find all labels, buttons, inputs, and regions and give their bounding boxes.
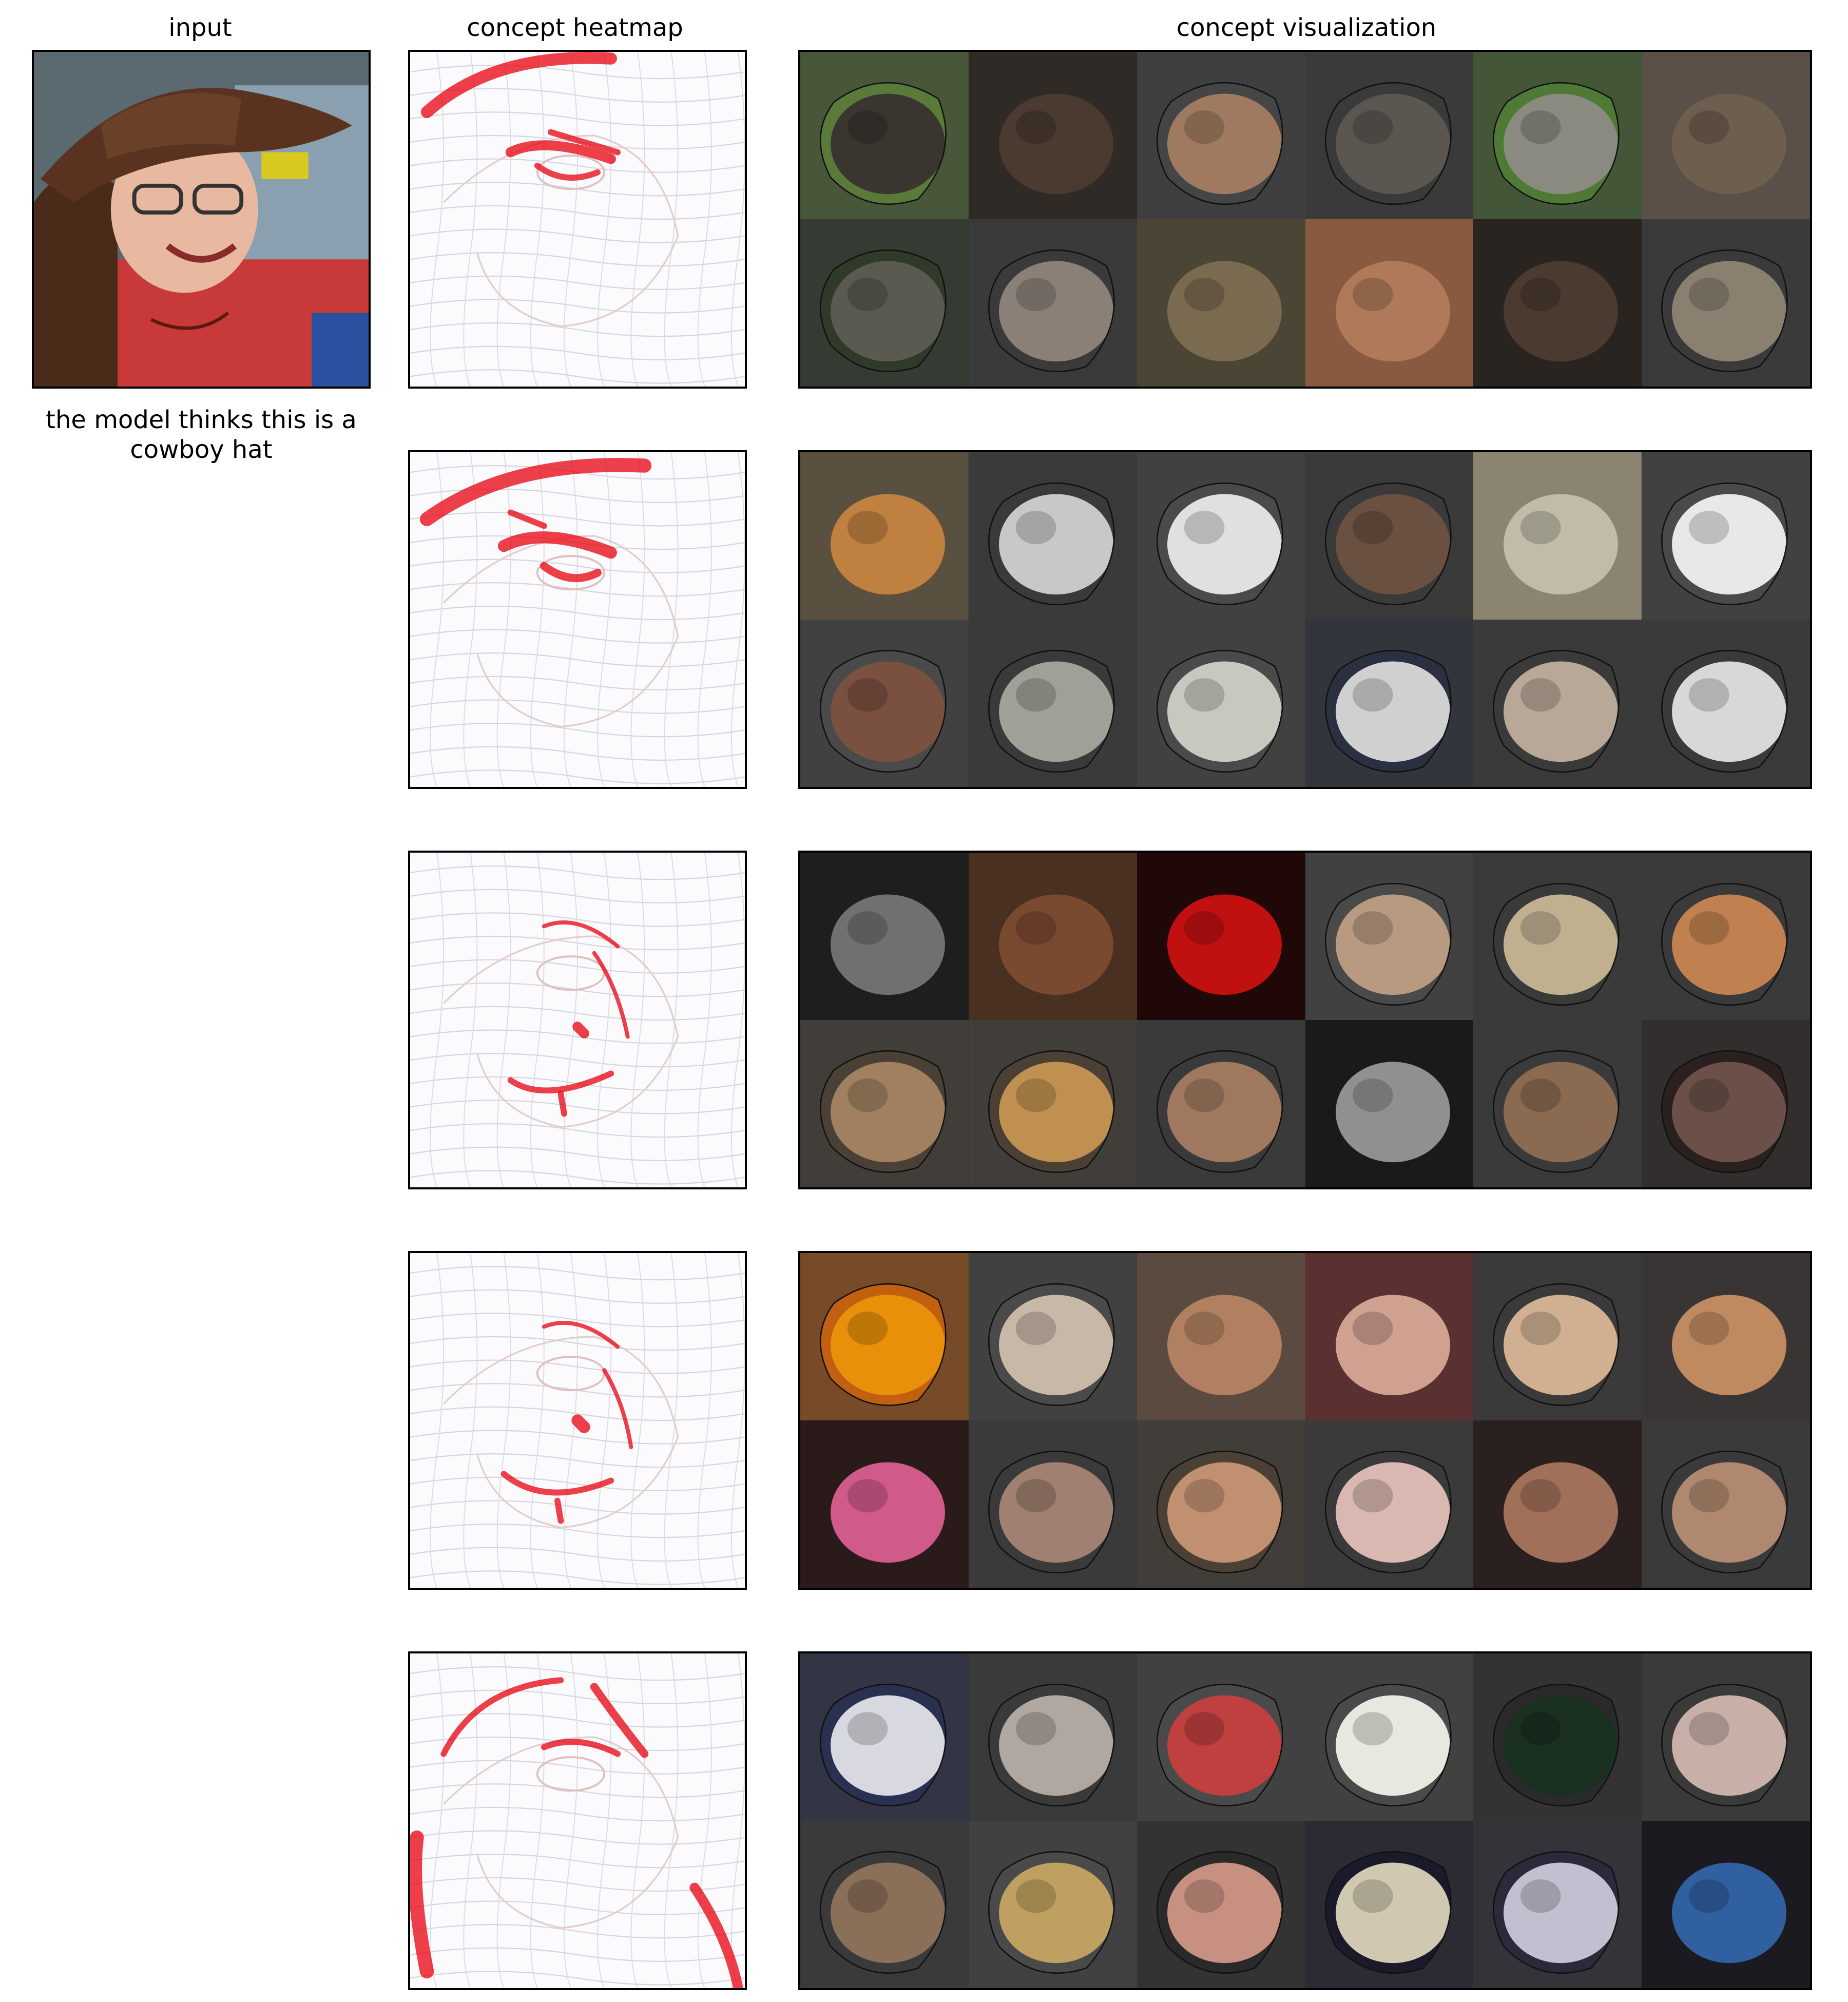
concept-example-tile [800, 620, 969, 787]
concept-example-tile [1473, 1653, 1642, 1821]
concept-example-tile [1642, 452, 1810, 620]
concept-example-tile [1305, 620, 1474, 787]
concept-example-tile [1473, 853, 1642, 1020]
column-title-visualization: concept visualization [1176, 13, 1437, 42]
concept-example-tile [968, 452, 1137, 620]
concept-example-tile [800, 853, 969, 1020]
concept-example-tile [1473, 1253, 1642, 1420]
concept-example-tile [800, 219, 969, 387]
concept-example-tile [1642, 1821, 1810, 1988]
concept-example-tile [800, 1020, 969, 1187]
concept-heatmap-2 [408, 450, 747, 789]
concept-example-tile [800, 1253, 969, 1420]
concept-example-tile [1642, 620, 1810, 787]
concept-example-tile [968, 1420, 1137, 1588]
concept-example-tile [1473, 1020, 1642, 1187]
concept-example-tile [1305, 52, 1474, 219]
concept-example-tile [968, 853, 1137, 1020]
concept-example-tile [1642, 1253, 1810, 1420]
concept-example-tile [1137, 853, 1305, 1020]
concept-visualization-grid-1 [798, 50, 1812, 389]
concept-example-tile [800, 1653, 969, 1821]
concept-visualization-grid-2 [798, 450, 1812, 789]
concept-example-tile [968, 219, 1137, 387]
concept-example-tile [1305, 1821, 1474, 1988]
concept-visualization-grid-4 [798, 1251, 1812, 1590]
column-title-heatmap: concept heatmap [467, 13, 683, 42]
concept-example-tile [1473, 219, 1642, 387]
concept-heatmap-4 [408, 1251, 747, 1590]
concept-example-tile [800, 1420, 969, 1588]
concept-example-tile [968, 52, 1137, 219]
concept-heatmap-1 [408, 50, 747, 389]
concept-example-tile [1473, 620, 1642, 787]
concept-example-tile [1137, 1420, 1305, 1588]
concept-example-tile [1305, 1420, 1474, 1588]
concept-example-tile [1137, 620, 1305, 787]
concept-example-tile [968, 1821, 1137, 1988]
concept-example-tile [1642, 1020, 1810, 1187]
concept-example-tile [1137, 1821, 1305, 1988]
concept-visualization-grid-3 [798, 851, 1812, 1189]
prediction-caption: the model thinks this is a cowboy hat [46, 406, 357, 464]
concept-example-tile [1642, 219, 1810, 387]
concept-example-tile [1137, 219, 1305, 387]
concept-example-tile [1137, 1253, 1305, 1420]
concept-example-tile [1473, 52, 1642, 219]
concept-example-tile [800, 1821, 969, 1988]
concept-example-tile [800, 52, 969, 219]
concept-example-tile [1305, 1020, 1474, 1187]
concept-example-tile [1473, 1821, 1642, 1988]
concept-example-tile [1642, 52, 1810, 219]
concept-example-tile [1473, 452, 1642, 620]
input-image [32, 50, 371, 389]
concept-example-tile [800, 452, 969, 620]
concept-example-tile [1137, 452, 1305, 620]
concept-example-tile [968, 1020, 1137, 1187]
concept-example-tile [1137, 52, 1305, 219]
concept-example-tile [1642, 1653, 1810, 1821]
concept-example-tile [1305, 1653, 1474, 1821]
concept-heatmap-3 [408, 851, 747, 1189]
input-photo [34, 52, 369, 387]
concept-visualization-grid-5 [798, 1651, 1812, 1990]
concept-example-tile [1137, 1020, 1305, 1187]
column-title-input: input [168, 13, 232, 42]
concept-example-tile [1642, 853, 1810, 1020]
concept-example-tile [1473, 1420, 1642, 1588]
concept-example-tile [1305, 452, 1474, 620]
concept-example-tile [1137, 1653, 1305, 1821]
concept-example-tile [1642, 1420, 1810, 1588]
concept-example-tile [968, 1653, 1137, 1821]
concept-example-tile [1305, 1253, 1474, 1420]
concept-example-tile [1305, 219, 1474, 387]
concept-example-tile [1305, 853, 1474, 1020]
concept-example-tile [968, 620, 1137, 787]
concept-example-tile [968, 1253, 1137, 1420]
concept-heatmap-5 [408, 1651, 747, 1990]
